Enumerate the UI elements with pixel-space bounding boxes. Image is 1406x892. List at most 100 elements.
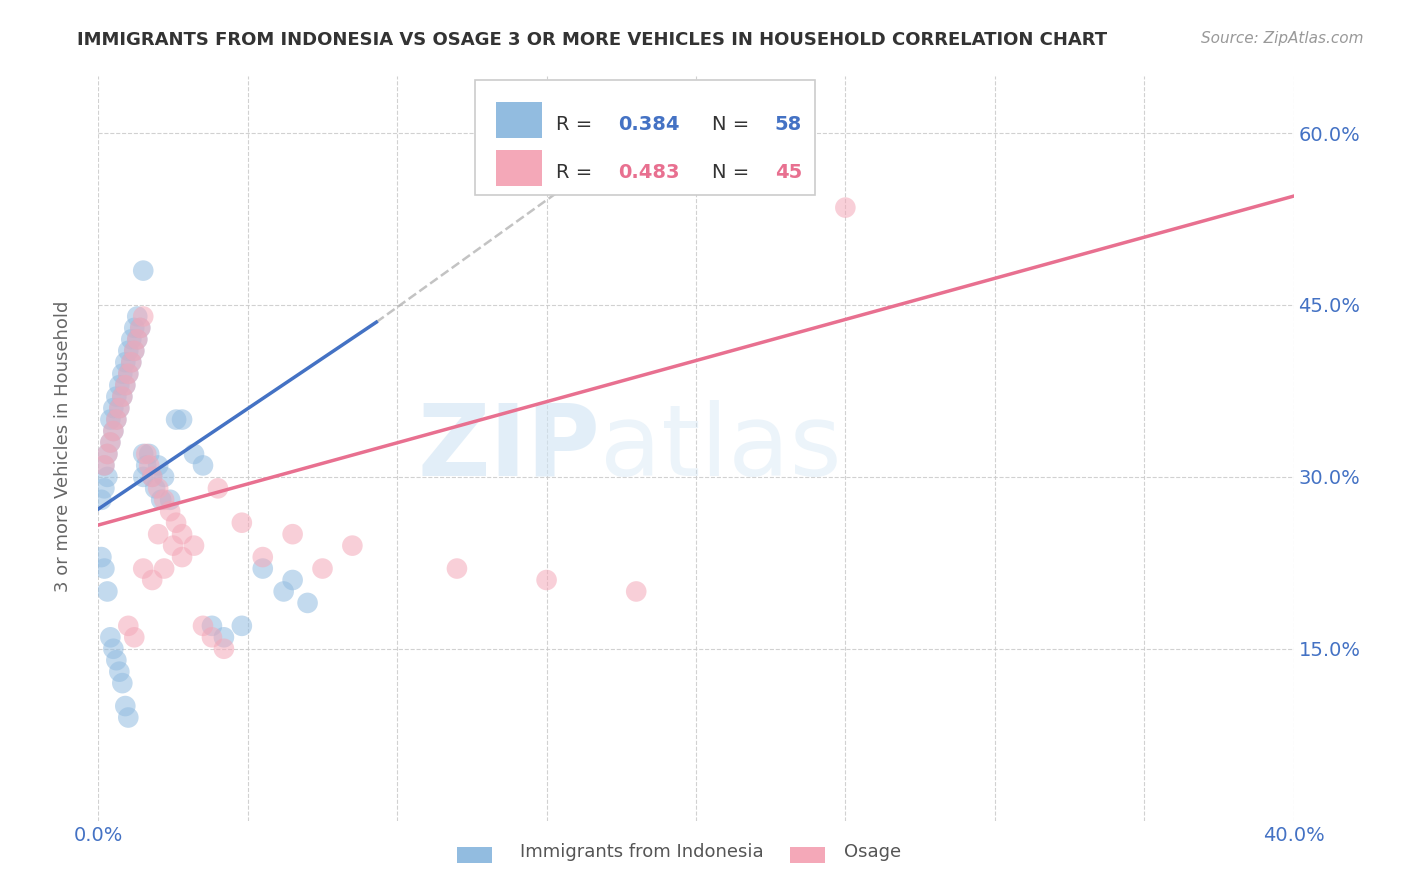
Point <box>148 481 170 495</box>
Text: 0.384: 0.384 <box>619 115 679 134</box>
Point <box>132 263 155 277</box>
Point <box>159 492 181 507</box>
Point <box>96 447 118 461</box>
Point <box>108 378 131 392</box>
Text: R =: R = <box>557 163 599 182</box>
Point <box>138 458 160 473</box>
Point <box>281 573 304 587</box>
Text: Osage: Osage <box>844 843 901 861</box>
Point <box>90 550 112 565</box>
Text: N =: N = <box>711 163 755 182</box>
Point <box>342 539 364 553</box>
Point <box>135 458 157 473</box>
Point <box>252 561 274 575</box>
Point <box>120 332 142 346</box>
Point <box>98 435 122 450</box>
Point <box>153 492 176 507</box>
Point <box>129 321 152 335</box>
Point <box>96 584 118 599</box>
Point <box>93 458 115 473</box>
Point <box>138 447 160 461</box>
Point <box>117 619 139 633</box>
Point <box>834 201 856 215</box>
Point <box>162 539 184 553</box>
Point <box>207 481 229 495</box>
Point <box>252 550 274 565</box>
Point <box>153 561 176 575</box>
Point <box>114 378 136 392</box>
Text: 45: 45 <box>775 163 801 182</box>
Text: 0.483: 0.483 <box>619 163 679 182</box>
Point <box>172 412 194 426</box>
Text: IMMIGRANTS FROM INDONESIA VS OSAGE 3 OR MORE VEHICLES IN HOUSEHOLD CORRELATION C: IMMIGRANTS FROM INDONESIA VS OSAGE 3 OR … <box>77 31 1108 49</box>
Point <box>96 470 118 484</box>
FancyBboxPatch shape <box>475 79 815 195</box>
Point <box>103 641 125 656</box>
Point <box>111 367 134 381</box>
Point <box>93 458 115 473</box>
Text: Immigrants from Indonesia: Immigrants from Indonesia <box>520 843 763 861</box>
Text: ZIP: ZIP <box>418 400 600 497</box>
Text: Source: ZipAtlas.com: Source: ZipAtlas.com <box>1201 31 1364 46</box>
Point <box>148 527 170 541</box>
Point <box>98 412 122 426</box>
Point <box>105 412 128 426</box>
Point <box>172 550 194 565</box>
Point <box>127 332 149 346</box>
Point <box>150 492 173 507</box>
Point <box>105 390 128 404</box>
Point <box>124 343 146 358</box>
Point <box>96 447 118 461</box>
Point <box>120 355 142 369</box>
Point <box>132 447 155 461</box>
Point <box>132 470 155 484</box>
Point <box>212 630 235 644</box>
Bar <box>496 150 541 186</box>
Point <box>103 424 125 438</box>
Point <box>165 412 187 426</box>
Point <box>90 492 112 507</box>
Point <box>111 676 134 690</box>
Point <box>98 630 122 644</box>
Text: N =: N = <box>711 115 755 134</box>
Point <box>165 516 187 530</box>
Point <box>105 653 128 667</box>
Point <box>127 310 149 324</box>
Point <box>172 527 194 541</box>
Point <box>135 447 157 461</box>
Point <box>153 470 176 484</box>
Point <box>183 539 205 553</box>
Text: atlas: atlas <box>600 400 842 497</box>
Point <box>536 573 558 587</box>
Point <box>191 619 214 633</box>
Point <box>159 504 181 518</box>
Point <box>132 310 155 324</box>
Point <box>124 630 146 644</box>
Point <box>105 412 128 426</box>
Point <box>114 699 136 714</box>
Point <box>141 470 163 484</box>
Point <box>111 390 134 404</box>
Point <box>212 641 235 656</box>
Bar <box>496 102 541 137</box>
Point <box>191 458 214 473</box>
Point <box>98 435 122 450</box>
Point <box>117 367 139 381</box>
Point <box>120 355 142 369</box>
Point <box>114 378 136 392</box>
Point <box>231 516 253 530</box>
Point <box>231 619 253 633</box>
Point <box>311 561 333 575</box>
Point <box>446 561 468 575</box>
Point <box>111 390 134 404</box>
Point <box>201 619 224 633</box>
Point <box>117 367 139 381</box>
Point <box>141 470 163 484</box>
Point <box>93 481 115 495</box>
Point <box>108 665 131 679</box>
Point <box>183 447 205 461</box>
Point <box>108 401 131 416</box>
Point <box>124 343 146 358</box>
Point <box>273 584 295 599</box>
Point <box>143 481 166 495</box>
